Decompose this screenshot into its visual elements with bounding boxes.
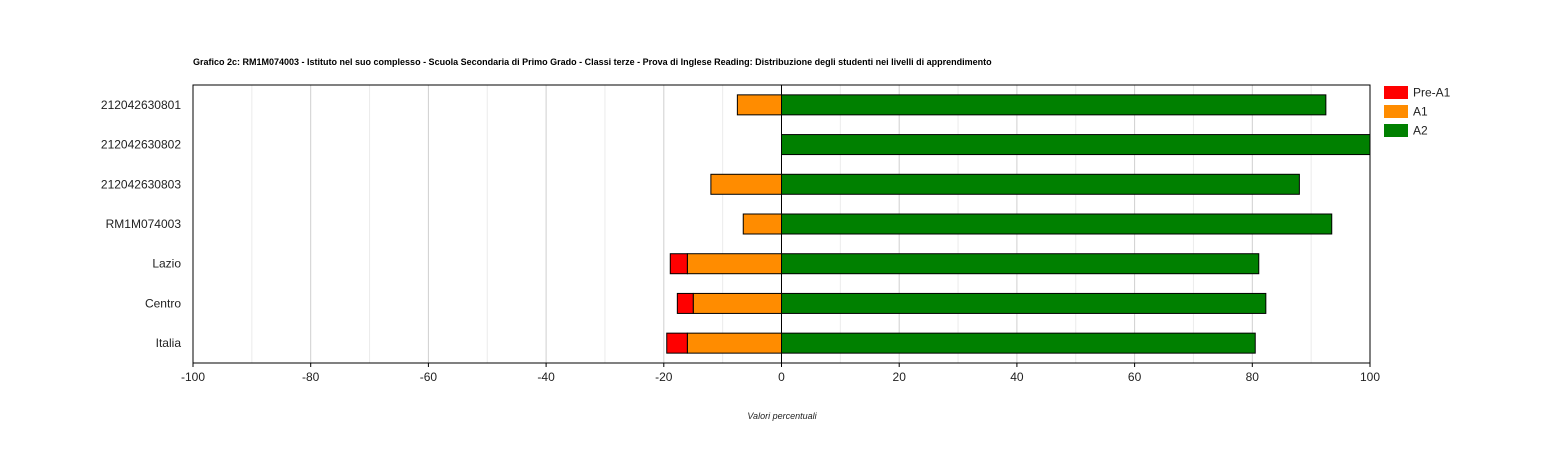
x-tick-label: -100 <box>181 370 205 384</box>
x-tick-label: 40 <box>1010 370 1024 384</box>
category-label: Centro <box>145 296 181 310</box>
bar-a1 <box>692 292 782 314</box>
x-tick-label: 60 <box>1128 370 1142 384</box>
x-tick-label: -40 <box>537 370 555 384</box>
legend-label: A2 <box>1413 124 1428 138</box>
bar-a1 <box>686 253 783 275</box>
chart-title: Grafico 2c: RM1M074003 - Istituto nel su… <box>193 57 992 67</box>
x-tick-label: 80 <box>1246 370 1260 384</box>
bar-a2 <box>781 253 1260 275</box>
bar-a1 <box>710 173 783 195</box>
bar-a1 <box>742 213 782 235</box>
bar-a2 <box>781 213 1333 235</box>
legend-swatch <box>1384 105 1408 118</box>
x-tick-labels: -100 -80 -60 -40 -20 0 20 40 60 80 100 <box>181 363 1380 384</box>
bar-a2 <box>781 173 1300 195</box>
legend-swatch <box>1384 124 1408 137</box>
x-tick-label: 20 <box>893 370 907 384</box>
x-tick-label: -60 <box>420 370 438 384</box>
category-label: Italia <box>156 336 182 350</box>
legend: Pre-A1 A1 A2 <box>1384 86 1451 138</box>
legend-label: A1 <box>1413 105 1428 119</box>
bar-a1 <box>686 332 783 354</box>
bar-pre-a1 <box>676 292 694 314</box>
bar-a2 <box>781 332 1256 354</box>
category-label: 212042630802 <box>101 138 181 152</box>
x-tick-label: 0 <box>778 370 785 384</box>
category-labels: 212042630801 212042630802 212042630803 RM1M… <box>101 98 181 350</box>
bar-pre-a1 <box>669 253 688 275</box>
bar-pre-a1 <box>666 332 688 354</box>
bar-a2 <box>781 94 1327 116</box>
bars <box>666 94 1371 354</box>
category-label: 212042630803 <box>101 177 181 191</box>
x-tick-label: -80 <box>302 370 320 384</box>
category-label: 212042630801 <box>101 98 181 112</box>
bar-a2 <box>781 292 1267 314</box>
x-tick-label: -20 <box>655 370 673 384</box>
bar-a1 <box>736 94 782 116</box>
bar-a2 <box>781 134 1371 156</box>
category-label: RM1M074003 <box>106 217 182 231</box>
legend-label: Pre-A1 <box>1413 86 1451 100</box>
x-axis-label: Valori percentuali <box>747 411 817 421</box>
legend-swatch <box>1384 86 1408 99</box>
category-label: Lazio <box>152 257 181 271</box>
x-tick-label: 100 <box>1360 370 1380 384</box>
